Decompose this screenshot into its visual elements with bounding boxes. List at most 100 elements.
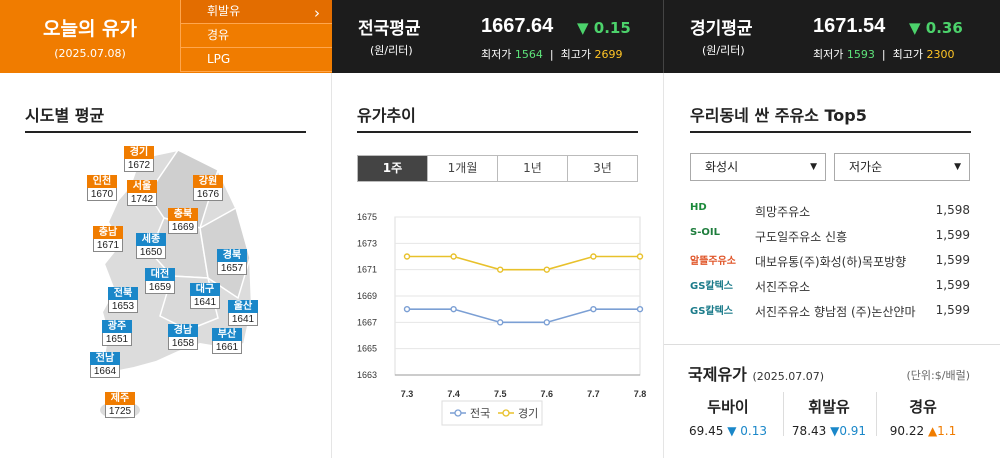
trend-title: 유가추이 [357, 106, 416, 125]
data-point [450, 253, 457, 260]
region-marker[interactable]: 전북 1653 [108, 287, 138, 313]
intl-item: 휘발유 78.43 ▼0.91 [774, 396, 884, 438]
region-name: 충북 [168, 208, 198, 221]
region-name: 대전 [145, 268, 175, 281]
gyeonggi-max: 2300 [926, 48, 955, 61]
region-name: 울산 [228, 300, 258, 313]
y-tick-label: 1669 [357, 291, 377, 301]
region-price: 1670 [87, 188, 117, 201]
national-unit: (원/리터) [370, 44, 413, 57]
x-tick-label: 7.3 [401, 389, 414, 399]
sort-select[interactable]: 저가순 ▼ [834, 153, 970, 181]
tab-gasoline-label: 휘발유 [207, 4, 241, 18]
region-name: 경북 [217, 249, 247, 262]
intl-item: 경유 90.22 ▲1.1 [868, 396, 978, 438]
chevron-down-icon: ▼ [810, 162, 817, 172]
region-marker[interactable]: 인천 1670 [87, 175, 117, 201]
region-select-value: 화성시 [705, 160, 739, 174]
station-name: 대보유통(주)화성(하)목포방향 [755, 255, 907, 269]
region-marker[interactable]: 세종 1650 [136, 233, 166, 259]
region-select[interactable]: 화성시 ▼ [690, 153, 826, 181]
tab-lpg[interactable]: LPG [180, 48, 332, 72]
region-name: 충남 [93, 226, 123, 239]
station-row[interactable]: HD 희망주유소 1,598 [690, 200, 970, 224]
station-row[interactable]: GS칼텍스 서진주유소 향남점 (주)논산얀마 1,599 [690, 300, 970, 324]
data-point [403, 253, 411, 260]
region-marker[interactable]: 제주 1725 [105, 392, 135, 418]
region-price: 1641 [228, 313, 258, 326]
data-point [636, 305, 644, 313]
region-name: 경기 [124, 146, 154, 159]
stations-title: 우리동네 싼 주유소 Top5 [690, 106, 867, 125]
national-max: 2699 [594, 48, 623, 61]
station-row[interactable]: 알뜰주유소 대보유통(주)화성(하)목포방향 1,599 [690, 250, 970, 274]
national-name: 전국평균 [358, 19, 421, 39]
intl-change: ▼0.91 [830, 424, 867, 438]
min-label: 최저가 [813, 48, 844, 61]
region-marker[interactable]: 서울 1742 [127, 180, 157, 206]
regional-title: 시도별 평균 [25, 106, 105, 125]
region-price: 1641 [190, 296, 220, 309]
region-price: 1742 [127, 193, 157, 206]
intl-unit: (단위:$/배럴) [906, 369, 970, 382]
region-marker[interactable]: 강원 1676 [193, 175, 223, 201]
data-point [543, 266, 551, 273]
fuel-tabs: 휘발유 › 경유 LPG [180, 0, 332, 73]
gyeonggi-minmax: 최저가 1593 | 최고가 2300 [813, 46, 954, 62]
intl-change: ▼ 0.13 [727, 424, 767, 438]
intl-change: ▲1.1 [927, 424, 957, 438]
region-marker[interactable]: 충남 1671 [93, 226, 123, 252]
region-marker[interactable]: 광주 1651 [102, 320, 132, 346]
intl-value-row: 90.22 ▲1.1 [868, 424, 978, 438]
station-row[interactable]: S-OIL 구도일주유소 신흥 1,599 [690, 225, 970, 249]
gyeonggi-name: 경기평균 [690, 19, 753, 39]
legend-marker [502, 409, 510, 417]
region-price: 1653 [108, 300, 138, 313]
tab-diesel[interactable]: 경유 [180, 24, 332, 48]
tab-1month[interactable]: 1개월 [428, 156, 498, 181]
station-name: 희망주유소 [755, 205, 811, 219]
national-average: 전국평균 (원/리터) 1667.64 ▼ 0.15 최저가 1564 | 최고… [358, 0, 658, 73]
title-underline [25, 131, 306, 133]
y-tick-label: 1665 [357, 344, 377, 354]
region-marker[interactable]: 충북 1669 [168, 208, 198, 234]
trend-chart: 1675 1673 1671 1669 1667 1665 1663 7.3 7.4 7.5 7.6… [357, 212, 646, 426]
region-price: 1672 [124, 159, 154, 172]
series-line [407, 308, 640, 324]
station-row[interactable]: GS칼텍스 서진주유소 1,599 [690, 275, 970, 299]
region-name: 경남 [168, 324, 198, 337]
intl-value-row: 69.45 ▼ 0.13 [673, 424, 783, 438]
data-point [496, 266, 504, 273]
region-marker[interactable]: 경기 1672 [124, 146, 154, 172]
intl-value: 69.45 [689, 424, 724, 438]
region-price: 1651 [102, 333, 132, 346]
region-name: 제주 [105, 392, 135, 405]
tab-gasoline[interactable]: 휘발유 › [180, 0, 332, 24]
region-name: 강원 [193, 175, 223, 188]
region-marker[interactable]: 부산 1661 [212, 328, 242, 354]
tab-1year[interactable]: 1년 [498, 156, 568, 181]
tab-1week[interactable]: 1주 [358, 156, 428, 181]
top-bar: 오늘의 유가 (2025.07.08) 휘발유 › 경유 LPG 전국평균 (원/… [0, 0, 1000, 73]
national-minmax: 최저가 1564 | 최고가 2699 [481, 46, 622, 62]
brand-logo-icon: GS칼텍스 [690, 281, 734, 292]
region-marker[interactable]: 울산 1641 [228, 300, 258, 326]
brand-logo-icon: S-OIL [690, 227, 720, 238]
region-marker[interactable]: 전남 1664 [90, 352, 120, 378]
region-marker[interactable]: 경남 1658 [168, 324, 198, 350]
legend-label: 경기 [518, 407, 538, 420]
data-point [450, 305, 457, 313]
region-marker[interactable]: 대구 1641 [190, 283, 220, 309]
intl-name: 두바이 [707, 398, 749, 416]
tab-3year[interactable]: 3년 [593, 161, 612, 175]
column-divider [331, 73, 332, 458]
region-name: 전남 [90, 352, 120, 365]
trend-period-tabs: 1주 1개월 1년 3년 [357, 155, 638, 182]
divider [783, 392, 784, 436]
intl-value: 78.43 [791, 424, 827, 438]
region-name: 광주 [102, 320, 132, 333]
x-tick-label: 7.5 [494, 389, 507, 399]
region-marker[interactable]: 대전 1659 [145, 268, 175, 294]
region-marker[interactable]: 경북 1657 [217, 249, 247, 275]
sep: | [881, 48, 886, 61]
